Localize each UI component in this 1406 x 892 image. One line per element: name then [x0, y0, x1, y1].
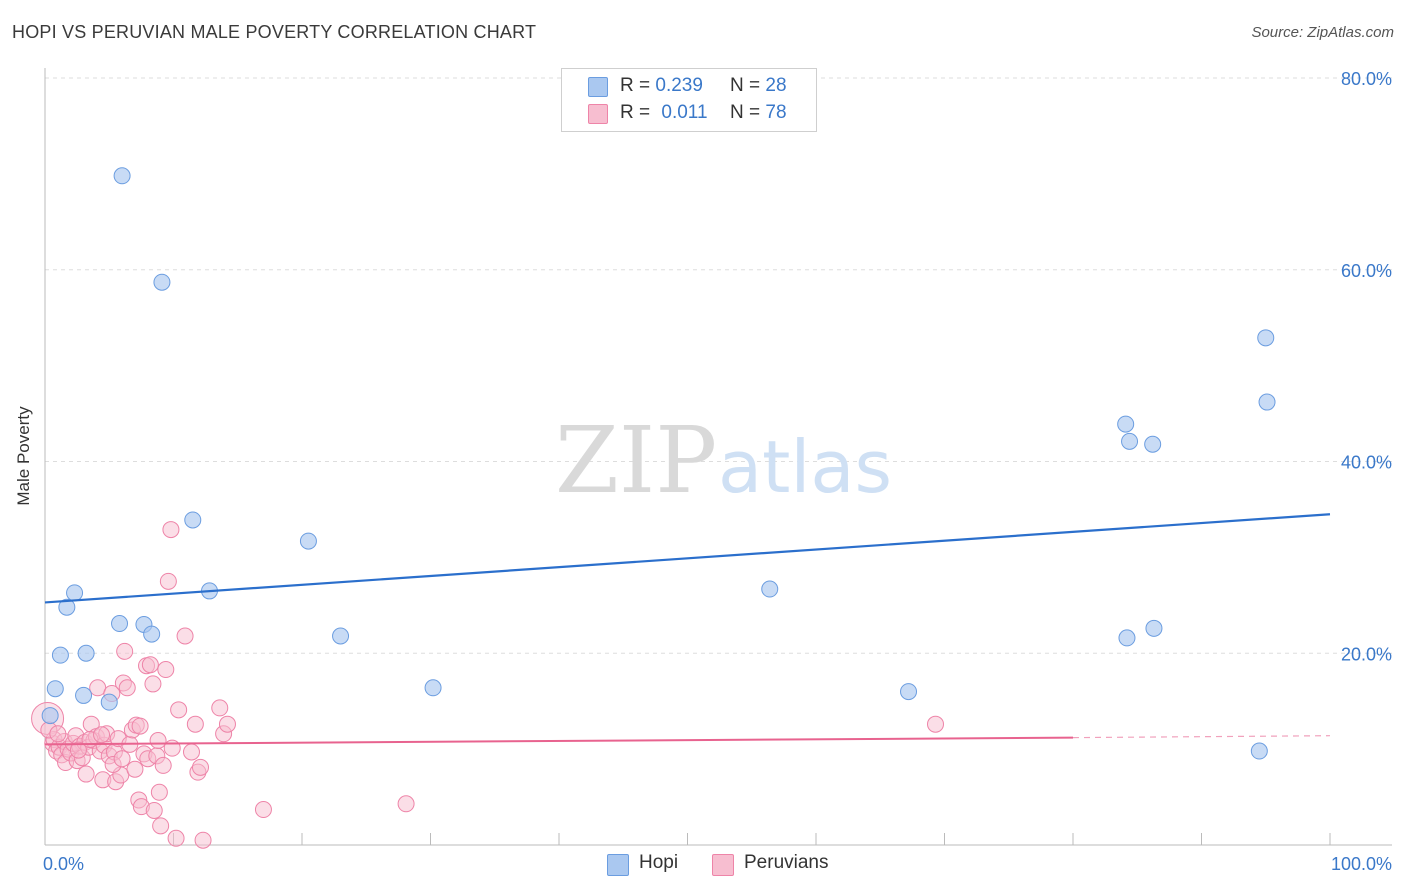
peruvians-point — [77, 765, 95, 783]
hopi-point — [77, 644, 95, 662]
peruvians-point — [93, 726, 111, 744]
peruvians-point — [150, 783, 168, 801]
watermark-zip: ZIP — [555, 407, 717, 514]
tick-labels: 20.0% 40.0% 60.0% 80.0% 0.0% 100.0% — [43, 69, 1392, 874]
peruvians-point — [218, 715, 236, 733]
hopi-point — [153, 273, 171, 291]
hopi-point — [1250, 742, 1268, 760]
peruvians-point — [126, 760, 144, 778]
peruvians-point — [159, 572, 177, 590]
peruvians-point — [186, 715, 204, 733]
peruvians-legend-icon — [712, 854, 734, 876]
peruvians-point — [116, 642, 134, 660]
peru-r-value: 0.011 — [661, 102, 708, 123]
hopi-point — [46, 680, 64, 698]
hopi-r: R = 0.239 — [620, 75, 703, 97]
peruvians-point — [162, 521, 180, 539]
peruvians-point — [113, 750, 131, 768]
peruvians-point — [118, 679, 136, 697]
peruvians-point — [170, 701, 188, 719]
peru-n-value: 78 — [765, 102, 787, 123]
hopi-point — [58, 598, 76, 616]
peruvians-point — [182, 743, 200, 761]
peruvians-trend-line — [44, 736, 1074, 746]
correlation-legend: R = 0.239 N = 28 R = 0.011 N = 78 — [561, 68, 817, 132]
legend-row-peruvians: R = 0.011 N = 78 — [562, 100, 816, 128]
peruvians-point — [191, 758, 209, 776]
hopi-swatch-icon — [588, 77, 608, 97]
peruvians-point — [152, 817, 170, 835]
watermark-atlas: atlas — [718, 425, 892, 509]
hopi-point — [1145, 619, 1163, 637]
hopi-point — [1118, 629, 1136, 647]
peru-r-label: R = — [620, 102, 651, 123]
peruvians-point — [167, 829, 185, 847]
x-tick-label: 100.0% — [1331, 854, 1392, 874]
gridlines — [45, 77, 1392, 654]
hopi-legend-label: Hopi — [639, 852, 679, 873]
x-tick-label: 0.0% — [43, 854, 84, 874]
hopi-point — [143, 625, 161, 643]
y-tick-label: 20.0% — [1341, 644, 1392, 664]
hopi-r-label: R = — [620, 75, 651, 96]
trend-lines — [44, 513, 1331, 746]
peruvians-swatch-icon — [588, 104, 608, 124]
hopi-point — [113, 167, 131, 185]
hopi-point — [1117, 415, 1135, 433]
hopi-n-value: 28 — [765, 75, 787, 96]
hopi-point — [1121, 432, 1139, 450]
hopi-point — [66, 584, 84, 602]
chart-title: HOPI VS PERUVIAN MALE POVERTY CORRELATIO… — [12, 22, 537, 42]
hopi-point — [111, 615, 129, 633]
peruvians-point — [69, 741, 87, 759]
hopi-point — [1257, 329, 1275, 347]
y-tick-label: 40.0% — [1341, 453, 1392, 473]
hopi-point — [900, 683, 918, 701]
hopi-point — [100, 693, 118, 711]
peruvians-point — [157, 661, 175, 679]
peruvians-point — [141, 656, 159, 674]
peruvians-points — [31, 521, 945, 849]
peruvians-point — [131, 717, 149, 735]
peruvians-point — [154, 756, 172, 774]
hopi-point — [51, 646, 69, 664]
peru-r: R = 0.011 — [620, 102, 708, 124]
hopi-r-value: 0.239 — [655, 75, 703, 96]
peruvians-point — [176, 627, 194, 645]
y-axis-label: Male Poverty — [14, 406, 33, 506]
hopi-n: N = 28 — [730, 75, 787, 97]
peruvians-legend-label: Peruvians — [744, 852, 829, 873]
peruvians-point — [194, 831, 212, 849]
peruvians-trend-extension — [1072, 735, 1331, 739]
legend-row-hopi: R = 0.239 N = 28 — [562, 73, 816, 101]
peruvians-point — [149, 731, 167, 749]
peruvians-point — [254, 801, 272, 819]
peruvians-point — [89, 679, 107, 697]
hopi-trend-line — [44, 513, 1331, 604]
peruvians-point — [144, 675, 162, 693]
hopi-legend-icon — [607, 854, 629, 876]
hopi-point — [424, 679, 442, 697]
hopi-point — [761, 580, 779, 598]
peru-n: N = 78 — [730, 102, 787, 124]
peruvians-point — [211, 699, 229, 717]
peru-n-label: N = — [730, 102, 761, 123]
y-tick-label: 80.0% — [1341, 69, 1392, 89]
hopi-point — [184, 511, 202, 529]
hopi-point — [41, 707, 59, 725]
hopi-point — [299, 532, 317, 550]
hopi-point — [1144, 435, 1162, 453]
hopi-point — [75, 686, 93, 704]
peruvians-point — [927, 715, 945, 733]
hopi-point — [332, 627, 350, 645]
hopi-points — [41, 167, 1276, 760]
source-credit: Source: ZipAtlas.com — [1251, 24, 1394, 41]
hopi-n-label: N = — [730, 75, 761, 96]
hopi-point — [1258, 393, 1276, 411]
y-tick-label: 60.0% — [1341, 261, 1392, 281]
peruvians-point — [145, 801, 163, 819]
peruvians-point — [49, 725, 67, 743]
peruvians-point — [397, 795, 415, 813]
